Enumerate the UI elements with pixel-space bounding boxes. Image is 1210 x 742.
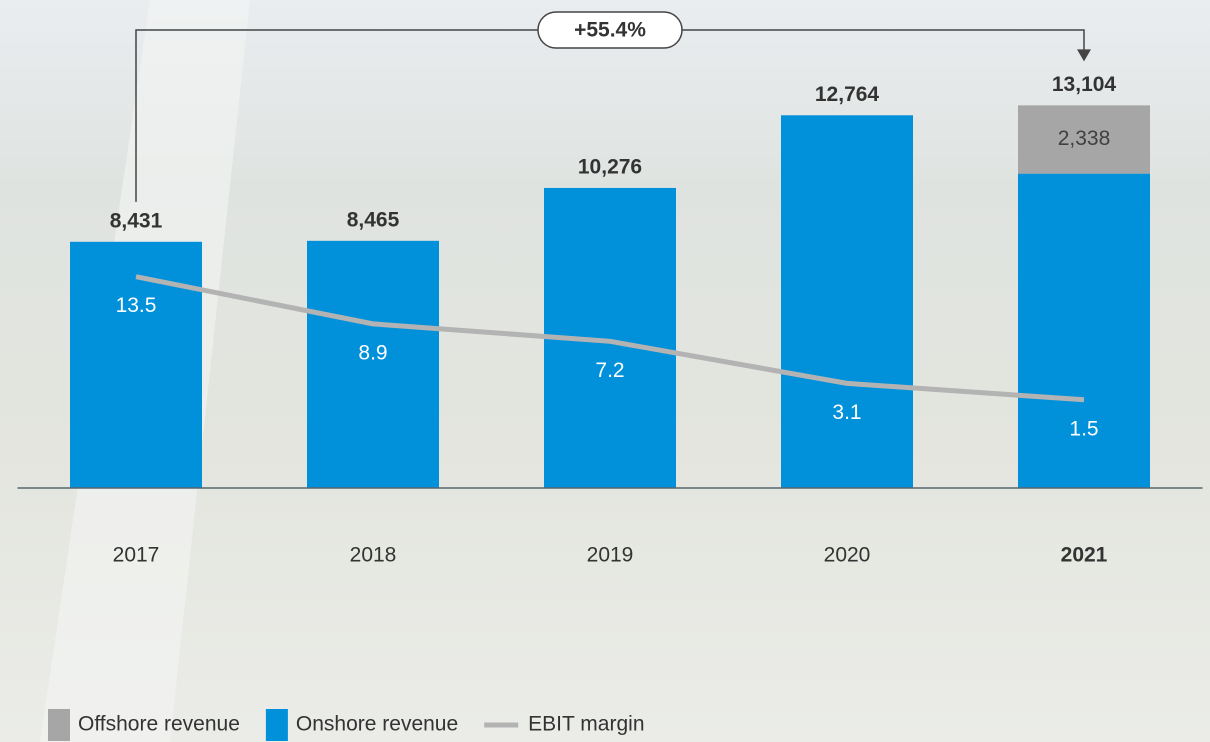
bar [781, 115, 913, 488]
x-tick-label: 2020 [824, 544, 871, 567]
legend-swatch [48, 709, 70, 741]
growth-arrowhead [1077, 49, 1091, 62]
legend-label: Offshore revenue [78, 713, 240, 736]
x-tick-label: 2017 [113, 544, 160, 567]
total-label: 8,465 [347, 208, 400, 231]
legend-label: Onshore revenue [296, 713, 458, 736]
total-label: 13,104 [1052, 73, 1117, 96]
legend-swatch [265, 709, 288, 741]
segment-label: 2,338 [1058, 127, 1111, 150]
line [135, 274, 1085, 403]
line-label: 8.9 [358, 341, 387, 364]
x-tick-label: 2019 [587, 544, 634, 567]
line-label: 13.5 [116, 294, 157, 317]
total-label: 10,276 [578, 155, 642, 178]
line-label: 3.1 [832, 401, 861, 424]
total-label: 12,764 [815, 83, 880, 106]
bar [1018, 105, 1150, 174]
bar [1018, 173, 1150, 488]
line-label: 7.2 [595, 359, 624, 382]
total-label: 8,431 [110, 209, 163, 232]
bar [307, 240, 439, 488]
legend-label: EBIT margin [528, 713, 644, 736]
line-label: 1.5 [1069, 417, 1098, 440]
x-tick-label: 2018 [350, 544, 397, 567]
growth-label: +55.4% [574, 19, 646, 42]
x-tick-label: 2021 [1061, 544, 1108, 567]
bar [70, 241, 202, 488]
growth-pill [537, 11, 683, 49]
